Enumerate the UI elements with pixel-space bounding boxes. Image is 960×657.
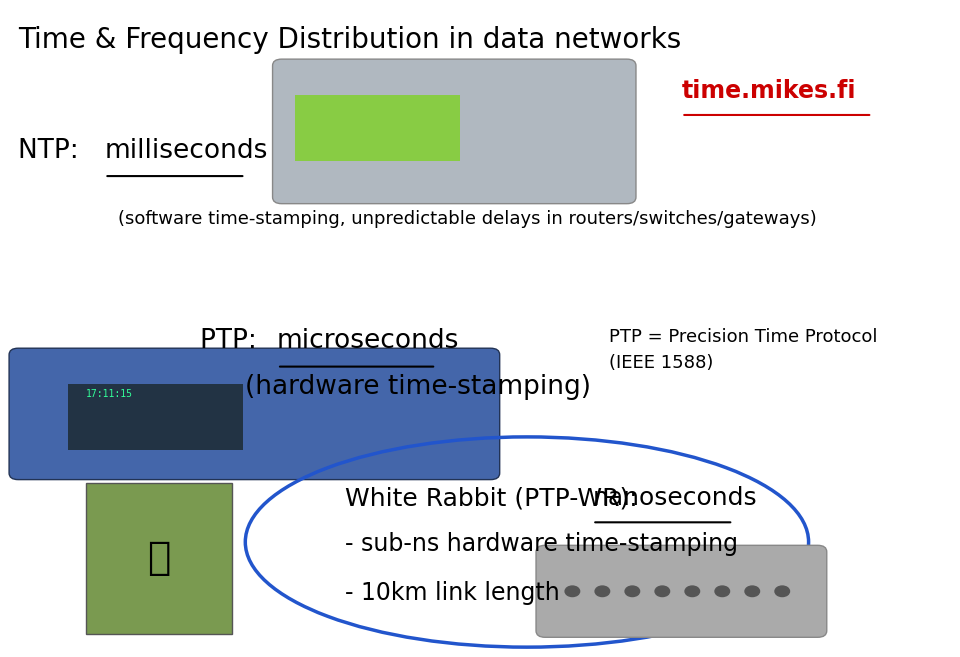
Text: White Rabbit (PTP-WR):: White Rabbit (PTP-WR): [346,486,646,510]
Text: (hardware time-stamping): (hardware time-stamping) [246,374,591,401]
Text: 🐇: 🐇 [147,539,171,578]
Text: 17:11:15: 17:11:15 [86,389,133,399]
Text: milliseconds: milliseconds [105,138,268,164]
Circle shape [775,586,789,597]
FancyBboxPatch shape [536,545,827,637]
FancyBboxPatch shape [273,59,636,204]
Circle shape [745,586,759,597]
Text: NTP:: NTP: [18,138,87,164]
Circle shape [685,586,700,597]
Circle shape [625,586,639,597]
Circle shape [655,586,669,597]
FancyBboxPatch shape [86,483,231,634]
Text: - 10km link length: - 10km link length [346,581,560,606]
Text: nanoseconds: nanoseconds [592,486,757,510]
Text: microseconds: microseconds [277,328,460,355]
Text: time.mikes.fi: time.mikes.fi [682,79,856,103]
Circle shape [595,586,610,597]
Text: PTP = Precision Time Protocol
(IEEE 1588): PTP = Precision Time Protocol (IEEE 1588… [609,328,877,371]
Circle shape [565,586,580,597]
FancyBboxPatch shape [68,384,243,450]
Text: PTP:: PTP: [200,328,265,355]
Circle shape [715,586,730,597]
FancyBboxPatch shape [9,348,500,480]
Text: (software time-stamping, unpredictable delays in routers/switches/gateways): (software time-stamping, unpredictable d… [118,210,817,228]
Text: - sub-ns hardware time-stamping: - sub-ns hardware time-stamping [346,532,738,556]
FancyBboxPatch shape [296,95,460,161]
Text: Time & Frequency Distribution in data networks: Time & Frequency Distribution in data ne… [18,26,682,55]
